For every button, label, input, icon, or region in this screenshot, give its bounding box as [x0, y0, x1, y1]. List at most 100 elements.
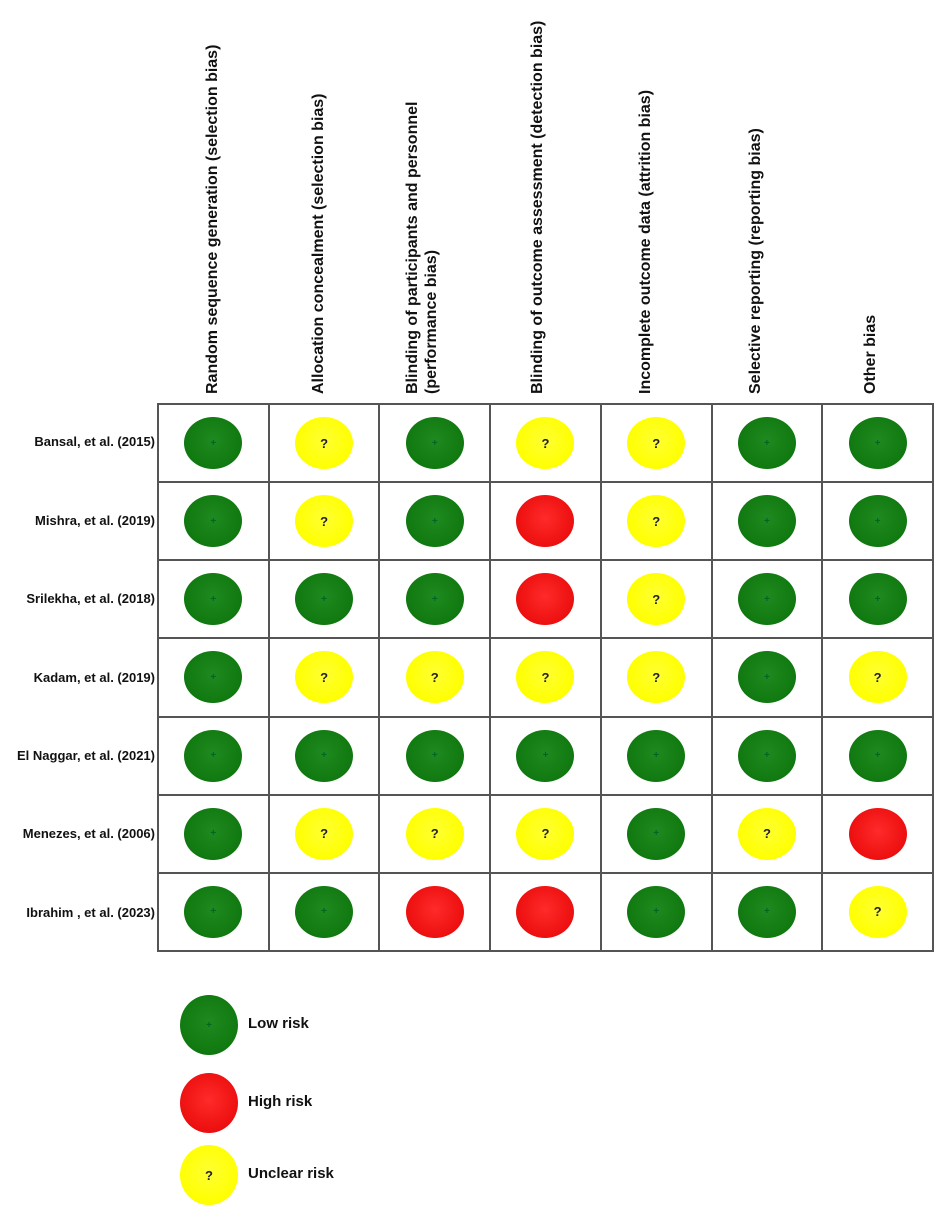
grid-cell: +: [159, 795, 270, 874]
grid-cell: +: [823, 405, 934, 484]
column-header-line: Blinding of outcome assessment (detectio…: [528, 20, 546, 394]
grid-cell: +: [269, 717, 381, 796]
legend-item-low: + Low risk: [180, 995, 580, 1055]
study-label: Mishra, et al. (2019): [35, 512, 155, 528]
risk-symbol: +: [431, 593, 438, 605]
risk-unclear-dot: ?: [405, 651, 464, 704]
legend-label: High risk: [248, 1093, 313, 1110]
risk-low-dot: +: [737, 495, 796, 548]
grid-cell: ?: [269, 639, 381, 718]
grid-cell: +: [269, 873, 381, 952]
risk-symbol: +: [321, 593, 327, 605]
risk-of-bias-grid: +? +?? + + +? +? + + + + +? + + +???? +? + + + + + + + +??? +? +…: [157, 403, 934, 952]
risk-low-dot: +: [184, 573, 243, 626]
risk-low-dot: +: [295, 573, 354, 626]
risk-symbol: +: [210, 515, 217, 527]
grid-cell: +: [823, 561, 934, 640]
risk-symbol: +: [764, 906, 770, 918]
risk-unclear-dot: ?: [516, 651, 575, 704]
risk-low-dot: +: [737, 885, 796, 938]
legend-item-unclear: ? Unclear risk: [180, 1145, 580, 1205]
risk-symbol: +: [210, 750, 217, 762]
grid-cell: ?: [269, 795, 381, 874]
risk-unclear-dot: ?: [516, 807, 575, 860]
risk-low-dot: +: [405, 417, 464, 470]
risk-symbol: ?: [320, 669, 329, 685]
risk-unclear-dot: ?: [627, 573, 686, 626]
grid-cell: ?: [601, 405, 713, 484]
grid-cell: +: [159, 873, 270, 952]
grid-cell: +: [712, 717, 824, 796]
risk-symbol: +: [764, 750, 770, 762]
grid-cell: +: [712, 561, 824, 640]
grid-cell: ?: [380, 639, 492, 718]
risk-symbol: ?: [541, 435, 550, 451]
grid-cell: ?: [491, 405, 602, 484]
risk-unclear-dot: ?: [295, 651, 354, 704]
risk-low-dot: +: [516, 729, 575, 782]
risk-symbol: ?: [430, 669, 439, 685]
risk-symbol: ?: [652, 591, 661, 607]
risk-low-dot: +: [737, 729, 796, 782]
grid-cell: +: [491, 717, 602, 796]
grid-cell: ?: [269, 483, 381, 562]
risk-high-dot: [516, 495, 575, 548]
risk-symbol: ?: [652, 435, 661, 451]
grid-cell: +: [823, 483, 934, 562]
risk-symbol: +: [764, 515, 770, 527]
risk-symbol: +: [210, 906, 217, 918]
legend-symbol: +: [206, 1019, 212, 1031]
grid-cell: ?: [601, 639, 713, 718]
risk-symbol: +: [210, 593, 217, 605]
grid-cell: +: [601, 717, 713, 796]
grid-cell: +: [601, 873, 713, 952]
risk-symbol: +: [542, 750, 549, 762]
grid-cell: ?: [491, 639, 602, 718]
grid-cell: ?: [601, 561, 713, 640]
risk-low-dot: +: [627, 729, 686, 782]
risk-high-dot: [516, 885, 575, 938]
risk-symbol: ?: [873, 904, 882, 920]
risk-low-dot: +: [184, 807, 243, 860]
risk-unclear-dot: ?: [405, 807, 464, 860]
risk-symbol: ?: [320, 513, 329, 529]
legend-item-high: High risk: [180, 1073, 580, 1133]
grid-cell: +: [712, 405, 824, 484]
risk-symbol: ?: [541, 826, 550, 842]
risk-unclear-dot: ?: [516, 417, 575, 470]
risk-symbol: +: [321, 750, 327, 762]
risk-low-dot: +: [184, 495, 243, 548]
grid-cell: ?: [712, 795, 824, 874]
risk-low-dot: +: [405, 729, 464, 782]
risk-low-dot: +: [405, 573, 464, 626]
grid-cell: +: [601, 795, 713, 874]
risk-symbol: ?: [873, 669, 882, 685]
risk-symbol: +: [431, 750, 438, 762]
risk-unclear-dot: ?: [627, 417, 686, 470]
risk-symbol: +: [210, 671, 217, 683]
grid-cell: ?: [269, 405, 381, 484]
risk-symbol: +: [874, 593, 881, 605]
risk-low-dot: +: [184, 729, 243, 782]
column-header-line: Allocation concealment (selection bias): [309, 93, 327, 394]
risk-unclear-dot: ?: [627, 495, 686, 548]
risk-symbol: +: [764, 437, 770, 449]
grid-cell: +: [159, 405, 270, 484]
grid-cell: +: [269, 561, 381, 640]
study-label: El Naggar, et al. (2021): [16, 747, 155, 763]
grid-cell: +: [159, 639, 270, 718]
risk-unclear-dot: ?: [295, 807, 354, 860]
column-header-line: (performance bias): [423, 249, 440, 394]
risk-symbol: ?: [652, 513, 661, 529]
column-header-line: Selective reporting (reporting bias): [746, 128, 764, 394]
risk-symbol: +: [653, 750, 660, 762]
risk-symbol: +: [764, 671, 770, 683]
risk-symbol: ?: [430, 826, 439, 842]
risk-unclear-dot: ?: [627, 651, 686, 704]
risk-symbol: +: [321, 906, 327, 918]
risk-low-dot: +: [848, 495, 907, 548]
risk-symbol: +: [653, 906, 660, 918]
risk-low-dot: +: [184, 651, 243, 704]
study-label: Kadam, et al. (2019): [33, 669, 155, 685]
grid-cell: [380, 873, 492, 952]
